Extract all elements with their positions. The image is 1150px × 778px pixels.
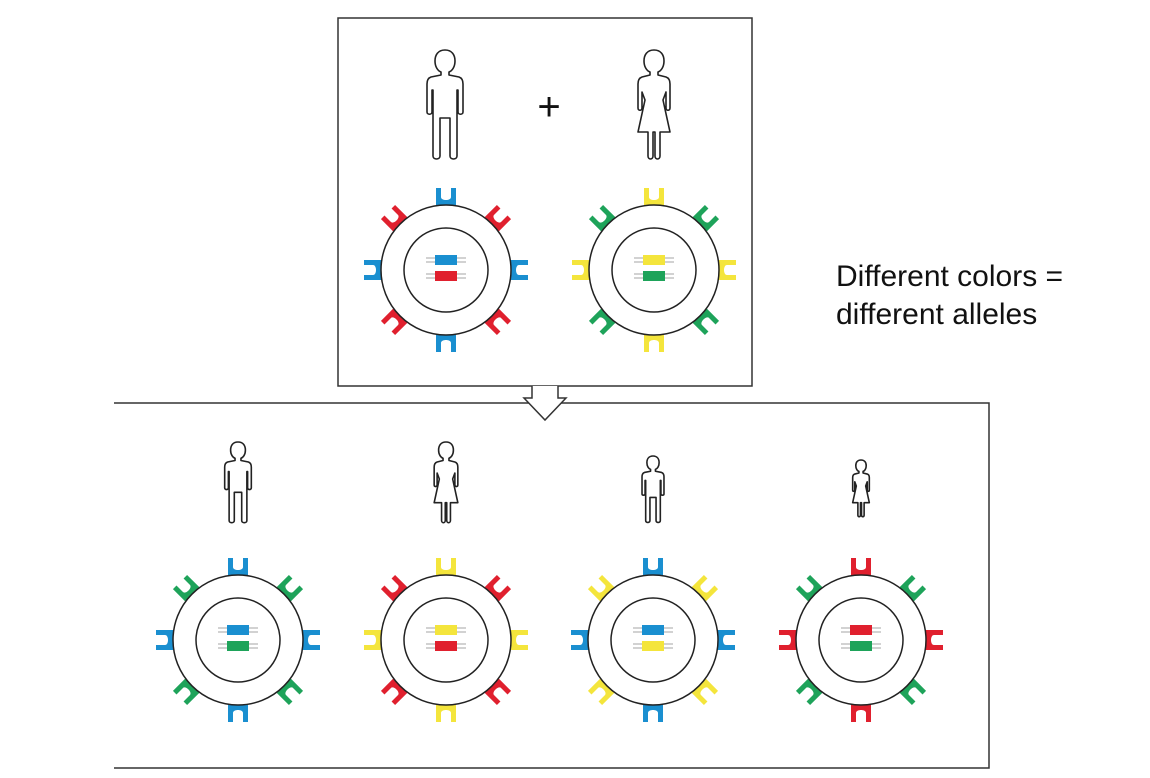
allele-gene <box>227 625 249 635</box>
allele-gene <box>435 271 457 281</box>
child-1-cell <box>156 558 320 722</box>
allele-gene <box>850 641 872 651</box>
cell-nucleus <box>403 597 489 683</box>
cell-nucleus <box>611 227 697 313</box>
parent-female-figure <box>637 49 671 160</box>
allele-gene <box>435 641 457 651</box>
allele-gene <box>643 271 665 281</box>
child-4-female-figure <box>851 459 871 518</box>
cell-nucleus <box>610 597 696 683</box>
parents-box <box>337 17 753 387</box>
cell-nucleus <box>818 597 904 683</box>
allele-gene <box>642 625 664 635</box>
allele-gene <box>642 641 664 651</box>
allele-gene <box>850 625 872 635</box>
parent-1-cell <box>364 188 528 352</box>
allele-gene <box>435 255 457 265</box>
child-4-cell <box>779 558 943 722</box>
plus-sign: + <box>537 85 560 129</box>
child-1-male-figure <box>223 441 253 524</box>
allele-gene <box>435 625 457 635</box>
legend-line-1: Different colors = <box>836 260 1064 293</box>
allele-gene <box>643 255 665 265</box>
parent-male-figure <box>426 49 464 160</box>
child-2-cell <box>364 558 528 722</box>
legend-line-2: different alleles <box>836 298 1038 331</box>
legend: Different colors = different alleles <box>836 258 1063 334</box>
child-2-female-figure <box>433 441 459 524</box>
cell-nucleus <box>403 227 489 313</box>
cell-nucleus <box>195 597 281 683</box>
parent-2-cell <box>572 188 736 352</box>
child-3-male-figure <box>641 455 665 524</box>
down-arrow <box>522 386 568 422</box>
child-3-cell <box>571 558 735 722</box>
allele-gene <box>227 641 249 651</box>
